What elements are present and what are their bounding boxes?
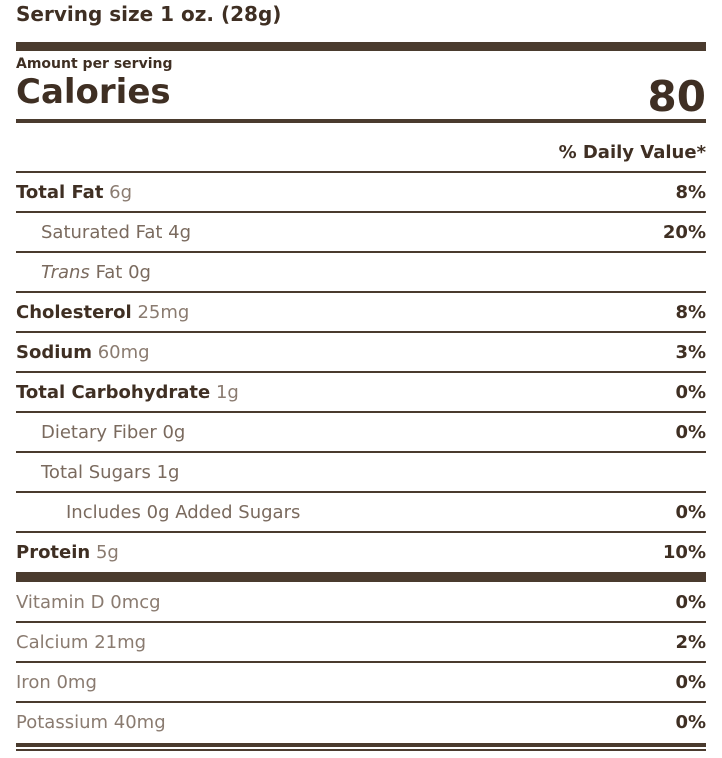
nutrient-name: Protein 5g xyxy=(16,542,119,563)
vitamin-name: Potassium 40mg xyxy=(16,712,166,733)
row-divider xyxy=(16,251,706,253)
nutrient-row-total-fat: Total Fat 6g 8% xyxy=(16,173,706,213)
amount-per-serving: Amount per serving xyxy=(16,56,173,72)
nutrient-dv: 20% xyxy=(662,222,706,243)
vitamin-row-calcium: Calcium 21mg 2% xyxy=(16,623,706,663)
vitamin-dv: 0% xyxy=(675,672,706,693)
row-divider xyxy=(16,411,706,413)
row-divider xyxy=(16,621,706,623)
nutrient-name: Dietary Fiber 0g xyxy=(41,422,186,443)
serving-size: Serving size 1 oz. (28g) xyxy=(16,2,282,26)
nutrient-dv: 3% xyxy=(675,342,706,363)
nutrient-dv: 0% xyxy=(675,382,706,403)
nutrient-dv: 0% xyxy=(675,502,706,523)
nutrient-row-added-sugars: Includes 0g Added Sugars 0% xyxy=(16,493,706,533)
nutrient-name: Trans Fat 0g xyxy=(41,262,151,283)
vitamin-row-potassium: Potassium 40mg 0% xyxy=(16,703,706,743)
nutrient-name: Total Carbohydrate 1g xyxy=(16,382,239,403)
nutrient-dv: 8% xyxy=(675,182,706,203)
divider-thick xyxy=(16,572,706,582)
nutrient-row-dietary-fiber: Dietary Fiber 0g 0% xyxy=(16,413,706,453)
divider-bottom xyxy=(16,743,706,747)
divider-thick xyxy=(16,42,706,51)
row-divider xyxy=(16,291,706,293)
nutrient-dv: 10% xyxy=(662,542,706,563)
calories-label: Calories xyxy=(16,72,171,112)
divider-medium xyxy=(16,119,706,123)
nutrient-row-total-sugars: Total Sugars 1g xyxy=(16,453,706,493)
vitamin-dv: 0% xyxy=(675,712,706,733)
nutrient-dv: 0% xyxy=(675,422,706,443)
calories-value: 80 xyxy=(647,72,706,121)
row-divider xyxy=(16,371,706,373)
row-divider xyxy=(16,211,706,213)
nutrient-row-sodium: Sodium 60mg 3% xyxy=(16,333,706,373)
nutrient-name: Sodium 60mg xyxy=(16,342,150,363)
daily-value-header: % Daily Value* xyxy=(558,142,706,163)
vitamin-dv: 0% xyxy=(675,592,706,613)
nutrient-dv: 8% xyxy=(675,302,706,323)
nutrient-row-protein: Protein 5g 10% xyxy=(16,533,706,572)
divider-thin xyxy=(16,171,706,173)
nutrient-row-trans-fat: Trans Fat 0g xyxy=(16,253,706,293)
nutrient-row-total-carbohydrate: Total Carbohydrate 1g 0% xyxy=(16,373,706,413)
row-divider xyxy=(16,531,706,533)
nutrient-row-saturated-fat: Saturated Fat 4g 20% xyxy=(16,213,706,253)
vitamin-row-vitamin-d: Vitamin D 0mcg 0% xyxy=(16,583,706,623)
nutrient-name: Total Sugars 1g xyxy=(41,462,180,483)
nutrient-name: Total Fat 6g xyxy=(16,182,133,203)
row-divider xyxy=(16,331,706,333)
vitamin-name: Vitamin D 0mcg xyxy=(16,592,161,613)
nutrient-name: Cholesterol 25mg xyxy=(16,302,190,323)
nutrient-row-cholesterol: Cholesterol 25mg 8% xyxy=(16,293,706,333)
row-divider xyxy=(16,491,706,493)
vitamin-row-iron: Iron 0mg 0% xyxy=(16,663,706,703)
nutrient-name: Saturated Fat 4g xyxy=(41,222,192,243)
vitamin-dv: 2% xyxy=(675,632,706,653)
row-divider xyxy=(16,661,706,663)
divider-bottom-thin xyxy=(16,749,706,751)
row-divider xyxy=(16,451,706,453)
row-divider xyxy=(16,701,706,703)
vitamin-name: Calcium 21mg xyxy=(16,632,147,653)
nutrient-name: Includes 0g Added Sugars xyxy=(66,502,301,523)
vitamin-name: Iron 0mg xyxy=(16,672,97,693)
